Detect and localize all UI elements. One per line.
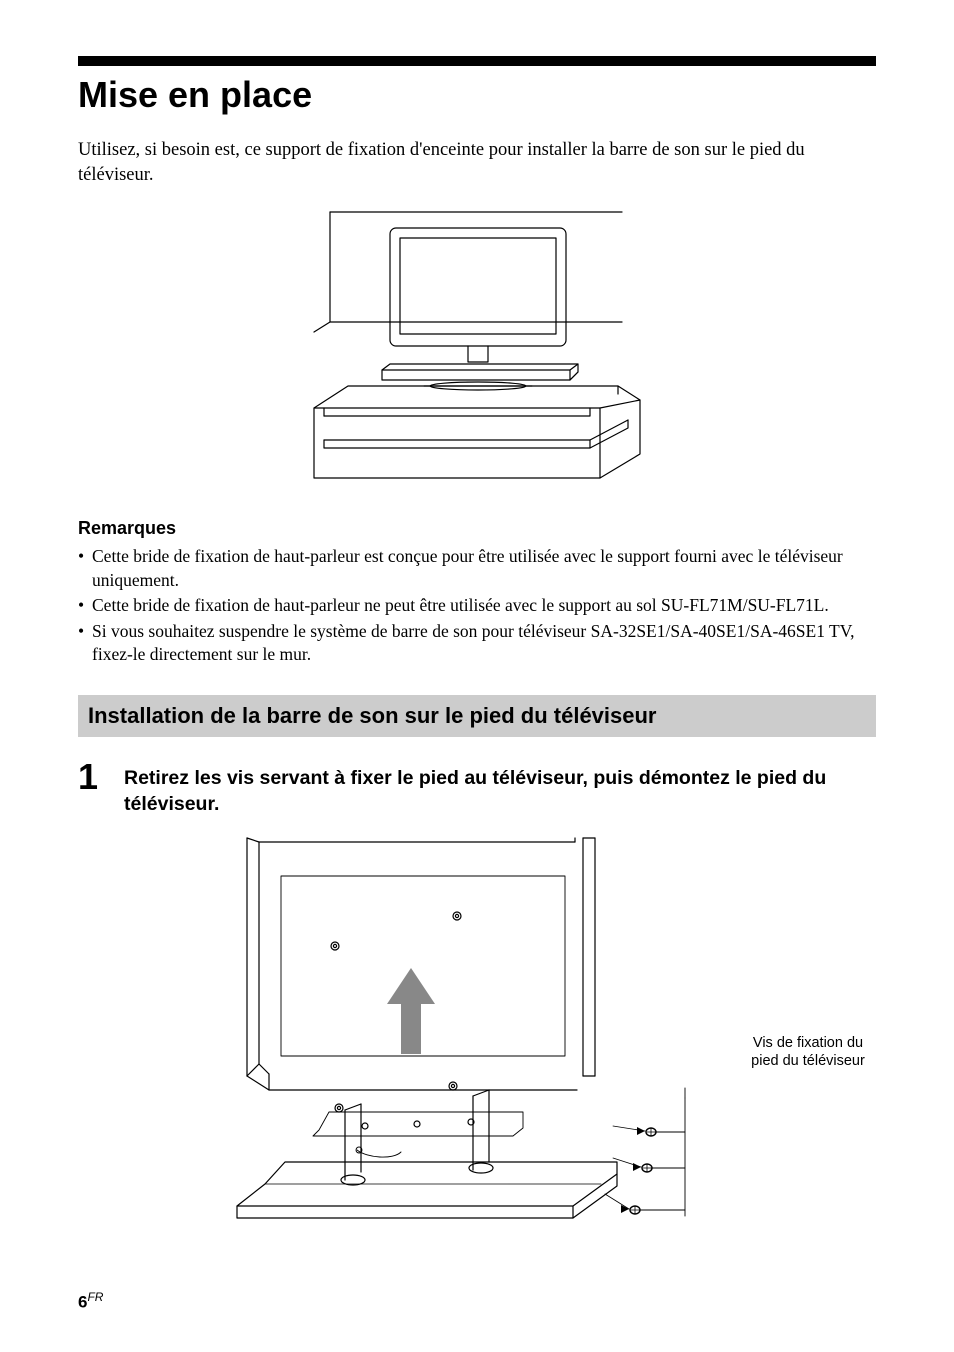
page-footer: 6FR xyxy=(78,1290,103,1312)
step-text: Retirez les vis servant à fixer le pied … xyxy=(124,759,876,818)
section-heading: Installation de la barre de son sur le p… xyxy=(88,703,866,729)
notes-list: Cette bride de fixation de haut-parleur … xyxy=(78,545,876,667)
remove-stand-svg xyxy=(217,836,737,1236)
title-rule xyxy=(78,56,876,66)
section-heading-bar: Installation de la barre de son sur le p… xyxy=(78,695,876,737)
page-title: Mise en place xyxy=(78,74,876,116)
notes-heading: Remarques xyxy=(78,518,876,539)
note-item: Cette bride de fixation de haut-parleur … xyxy=(78,594,876,618)
manual-page: Mise en place Utilisez, si besoin est, c… xyxy=(0,0,954,1352)
step-1-row: 1 Retirez les vis servant à fixer le pie… xyxy=(78,759,876,818)
tv-on-stand-svg xyxy=(312,210,642,490)
page-lang: FR xyxy=(87,1290,103,1304)
note-item: Cette bride de fixation de haut-parleur … xyxy=(78,545,876,592)
screw-callout-label: Vis de fixation du pied du téléviseur xyxy=(738,1034,878,1070)
note-item: Si vous souhaitez suspendre le système d… xyxy=(78,620,876,667)
figure-tv-on-stand xyxy=(78,210,876,490)
figure-remove-stand: Vis de fixation du pied du téléviseur xyxy=(78,836,876,1236)
intro-paragraph: Utilisez, si besoin est, ce support de f… xyxy=(78,138,876,188)
step-number: 1 xyxy=(78,759,106,795)
